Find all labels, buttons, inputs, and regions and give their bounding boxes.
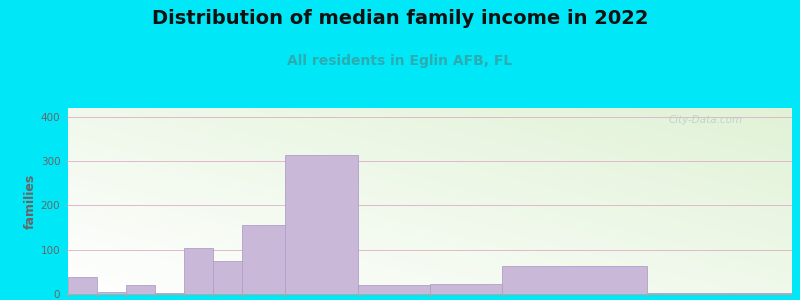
Bar [97,292,126,294]
Y-axis label: families: families [23,173,37,229]
Bar [647,293,792,294]
Bar [430,284,502,294]
Text: Distribution of median family income in 2022: Distribution of median family income in … [152,9,648,28]
Bar [155,293,184,294]
Bar [126,285,155,294]
Text: All residents in Eglin AFB, FL: All residents in Eglin AFB, FL [287,54,513,68]
Bar [285,155,358,294]
Bar [502,266,647,294]
Bar [184,248,213,294]
Bar [242,225,285,294]
Text: City-Data.com: City-Data.com [669,116,743,125]
Bar [213,261,242,294]
Bar [68,277,97,294]
Bar [358,285,430,294]
